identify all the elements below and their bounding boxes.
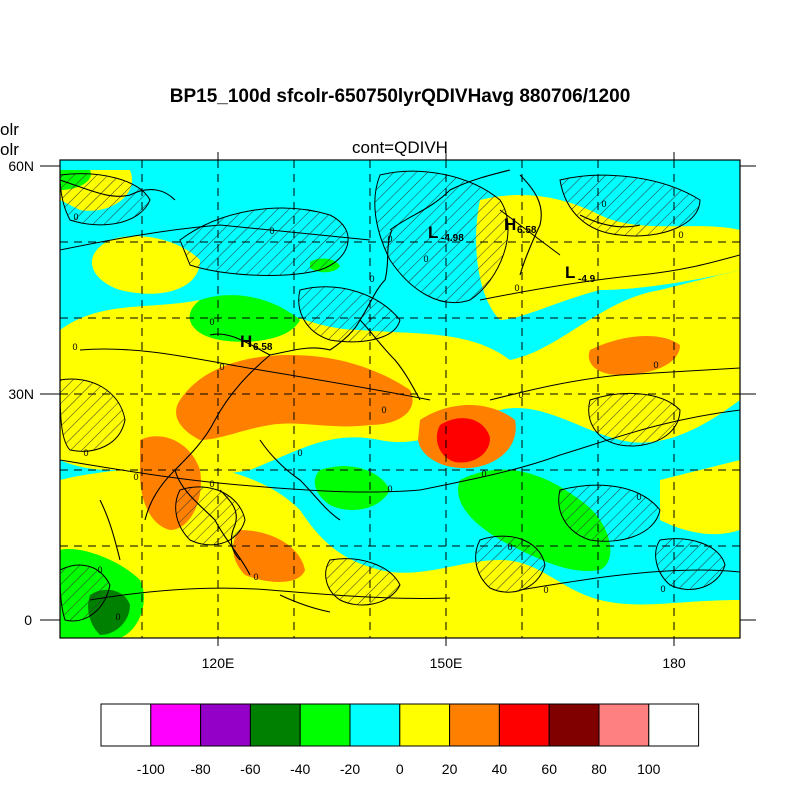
map-title: BP15_100d sfcolr-650750lyrQDIVHavg 88070… [169, 86, 631, 107]
colorbar-box [548, 703, 600, 747]
map-subtitle: cont=QDIVH [352, 138, 448, 157]
pressure-value: 6.58 [517, 225, 537, 236]
pressure-letter: L [565, 263, 575, 282]
colorbar-box [200, 703, 251, 747]
contour-zero-label: 0 [514, 283, 519, 293]
contour-zero-label: 0 [678, 230, 683, 240]
map-plot-area [60, 160, 740, 638]
colorbar-box [449, 703, 500, 747]
colorbar-box [299, 703, 351, 747]
colorbar-label: -40 [290, 761, 310, 777]
contour-zero-label: 0 [653, 360, 658, 370]
contour-zero-label: 0 [381, 405, 386, 415]
colorbar-label: -80 [190, 761, 210, 777]
colorbar-box [100, 703, 152, 747]
contour-zero-label: 0 [518, 390, 523, 400]
red-region [436, 418, 490, 463]
colorbar-labels: -100 -80 -60 -40 -20 0 20 40 60 80 100 [137, 761, 661, 777]
contour-zero-label: 0 [369, 274, 374, 284]
lon-label-180: 180 [662, 655, 686, 671]
colorbar-box [150, 703, 202, 747]
colorbar-label: -100 [137, 761, 165, 777]
map-frame [59, 159, 741, 639]
contour-zero-label: 0 [660, 584, 665, 594]
contour-zero-label: 0 [219, 362, 224, 372]
contour-zero-label: 0 [269, 226, 274, 236]
pressure-labels: L -4.98 H 6.58 L -4.9 H 6.58 [240, 215, 596, 353]
colorbar-label: 0 [396, 761, 404, 777]
contour-zero-label: 0 [601, 199, 606, 209]
contour-zero-label: 0 [507, 542, 512, 552]
colorbar-label: 40 [492, 761, 508, 777]
contour-zero-label: 0 [209, 317, 214, 327]
pressure-letter: H [240, 332, 252, 351]
contour-zero-label: 0 [387, 484, 392, 494]
colorbar-label: -20 [340, 761, 360, 777]
left-label-2: olr [0, 140, 19, 159]
contour-zero-label: 0 [133, 472, 138, 482]
tick-marks [40, 152, 756, 646]
contour-zero-label: 0 [543, 585, 548, 595]
colorbar-box [648, 703, 700, 747]
lon-label-120e: 120E [202, 655, 235, 671]
colorbar-box [349, 703, 401, 747]
gridlines [60, 160, 740, 638]
colorbar-box [249, 703, 301, 747]
lat-label-60n: 60N [8, 158, 34, 174]
contour-zero-label: 0 [209, 479, 214, 489]
contour-zero-label: 0 [115, 612, 120, 622]
contour-zero-label: 0 [636, 492, 641, 502]
colorbar-label: 20 [442, 761, 458, 777]
pressure-letter: L [428, 223, 438, 242]
contour-zero-label: 0 [72, 342, 77, 352]
contour-zero-label: 0 [387, 234, 392, 244]
pressure-value: -4.98 [441, 233, 464, 244]
colorbar-label: 80 [591, 761, 607, 777]
lat-label-30n: 30N [8, 386, 34, 402]
contour-zero-label: 0 [481, 469, 486, 479]
contour-zero-label: 0 [73, 212, 78, 222]
pressure-value: -4.9 [578, 274, 596, 285]
pressure-value: 6.58 [253, 342, 273, 353]
contour-zero-label: 0 [253, 572, 258, 582]
contour-zero-label: 0 [423, 254, 428, 264]
lat-label-0: 0 [24, 612, 32, 628]
pressure-letter: H [504, 215, 516, 234]
colorbar-box [498, 703, 550, 747]
contour-zero-labels: 0 0 0 0 0 0 0 0 0 0 0 0 0 0 0 0 0 0 0 0 0 0 0 0 0 0 0 [72, 199, 683, 622]
colorbar-label: -60 [240, 761, 260, 777]
lon-label-150e: 150E [430, 655, 463, 671]
contour-zero-label: 0 [83, 448, 88, 458]
colorbar [100, 703, 700, 747]
colorbar-box [598, 703, 650, 747]
colorbar-label: 60 [541, 761, 557, 777]
contour-zero-label: 0 [97, 565, 102, 575]
coastlines [60, 169, 542, 613]
left-label-1: olr [0, 120, 19, 139]
colorbar-label: 100 [637, 761, 661, 777]
colorbar-box [399, 703, 451, 747]
contour-zero-label: 0 [297, 448, 302, 458]
